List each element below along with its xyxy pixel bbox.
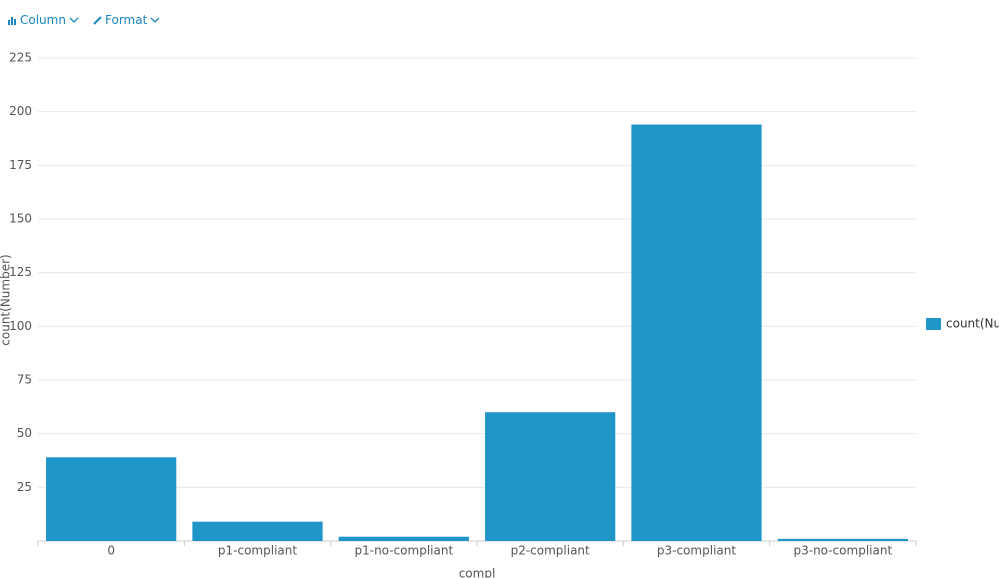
y-tick-label: 25	[17, 480, 32, 494]
legend-label: count(Number)	[946, 317, 999, 331]
bar	[485, 412, 616, 541]
column-icon	[8, 16, 16, 25]
y-tick-label: 100	[9, 319, 32, 333]
bar	[631, 124, 762, 542]
x-tick-label: p1-compliant	[218, 544, 297, 558]
x-tick-label: p1-no-compliant	[354, 544, 453, 558]
chevron	[150, 17, 160, 23]
x-tick-label: p3-compliant	[657, 544, 736, 558]
bar	[338, 536, 469, 541]
x-tick-label: 0	[107, 544, 115, 558]
y-tick-label: 125	[9, 265, 32, 279]
x-tick-label: p3-no-compliant	[793, 544, 892, 558]
y-tick-label: 175	[9, 158, 32, 172]
y-tick-label: 50	[17, 426, 32, 440]
y-tick-label: 150	[9, 212, 32, 226]
y-tick-label: 200	[9, 104, 32, 118]
x-axis-title: compl	[459, 567, 496, 578]
column-menu[interactable]: Column	[8, 13, 79, 27]
y-tick-label: 225	[9, 51, 32, 65]
column-label: Column	[20, 13, 66, 27]
format-menu[interactable]: Format	[93, 13, 160, 27]
format-icon	[93, 15, 102, 25]
bar	[777, 538, 908, 541]
x-tick-label: p2-compliant	[511, 544, 590, 558]
format-label: Format	[105, 13, 148, 27]
bar	[192, 521, 323, 541]
y-tick-label: 75	[17, 373, 32, 387]
chevron	[69, 17, 79, 23]
y-axis-title: count(Number)	[0, 254, 13, 345]
bar	[46, 457, 177, 541]
legend-swatch	[926, 318, 941, 330]
